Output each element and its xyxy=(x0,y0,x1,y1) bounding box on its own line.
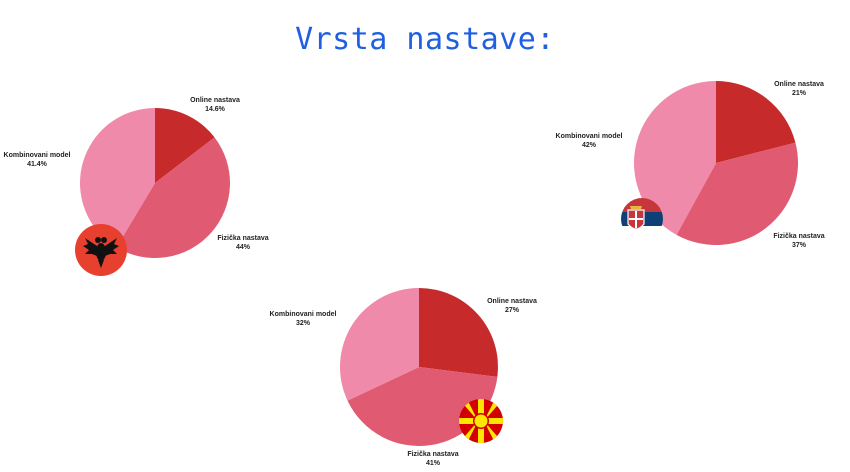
pie-chart-serbia: Online nastava 21% Fizička nastava 37% Kombi… xyxy=(556,81,825,249)
slice-label-online-nastava: Online nastava xyxy=(774,81,824,88)
page-title: Vrsta nastave: xyxy=(295,22,555,57)
slice-label-online-nastava: Online nastava xyxy=(487,298,537,305)
slice-label-kombinovani-model: Kombinovani model xyxy=(270,311,337,318)
slice-label-kombinovani-model: Kombinovani model xyxy=(4,152,71,159)
pie-slice-online-nastava xyxy=(716,81,796,163)
slice-value-fizicka-nastava: 44% xyxy=(236,244,251,251)
pie-slice-fizicka-nastava xyxy=(116,137,231,259)
slice-value-kombinovani-model: 41.4% xyxy=(27,161,48,168)
slice-label-fizicka-nastava: Fizička nastava xyxy=(773,233,824,240)
slice-value-kombinovani-model: 32% xyxy=(296,320,311,327)
slice-value-online-nastava: 21% xyxy=(792,90,807,97)
pie-chart-north-macedonia: Online nastava 27% Fizička nastava 41% Kombi… xyxy=(270,288,537,467)
slice-value-online-nastava: 27% xyxy=(505,307,520,314)
slice-label-fizicka-nastava: Fizička nastava xyxy=(407,451,458,458)
slice-label-fizicka-nastava: Fizička nastava xyxy=(217,235,268,242)
pie-chart-albania: Online nastava 14.6% Fizička nastava 44% Kom… xyxy=(4,97,269,259)
north-macedonia-flag-icon xyxy=(459,399,503,443)
slice-label-online-nastava: Online nastava xyxy=(190,97,240,104)
pie-slice-online-nastava xyxy=(155,108,215,183)
slice-value-fizicka-nastava: 41% xyxy=(426,460,441,467)
slice-value-fizicka-nastava: 37% xyxy=(792,242,807,249)
pie-slice-kombinovani-model xyxy=(633,81,716,235)
slice-value-kombinovani-model: 42% xyxy=(582,142,597,149)
serbia-flag-icon xyxy=(621,198,663,240)
pie-slice-online-nastava xyxy=(419,288,498,377)
pie-slice-fizicka-nastava xyxy=(676,142,799,246)
pie-slice-kombinovani-model xyxy=(340,288,419,401)
pie-slice-kombinovani-model xyxy=(79,108,155,248)
slice-value-online-nastava: 14.6% xyxy=(205,106,226,113)
albania-flag-icon xyxy=(75,224,127,276)
slice-label-kombinovani-model: Kombinovani model xyxy=(556,133,623,140)
